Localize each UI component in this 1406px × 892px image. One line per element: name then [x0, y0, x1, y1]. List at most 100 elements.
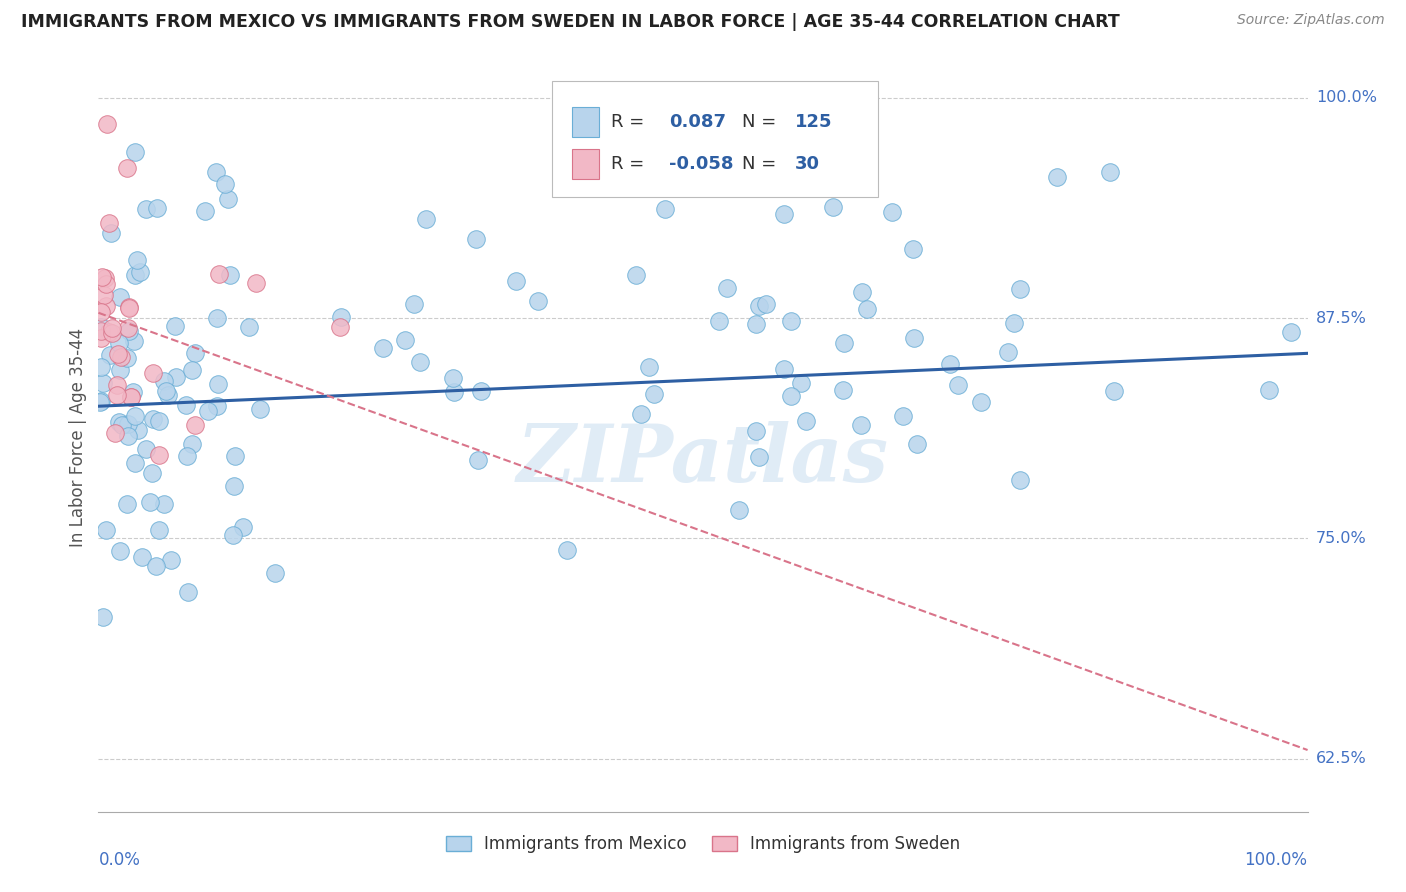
- Point: [94, 299, 117, 313]
- Point: [780, 389, 803, 403]
- Point: [163, 319, 186, 334]
- Point: [221, 528, 243, 542]
- Point: [901, 242, 924, 256]
- Point: [96, 523, 118, 537]
- Bar: [572, 107, 599, 137]
- Point: [156, 387, 179, 401]
- Point: [160, 553, 183, 567]
- Point: [90, 393, 112, 408]
- Point: [118, 324, 141, 338]
- Point: [124, 456, 146, 470]
- Point: [555, 543, 578, 558]
- Text: 75.0%: 75.0%: [1316, 531, 1367, 546]
- Point: [415, 212, 437, 227]
- Point: [176, 450, 198, 464]
- Point: [630, 407, 652, 421]
- Point: [108, 336, 131, 351]
- Point: [245, 276, 267, 290]
- Point: [117, 351, 139, 365]
- Point: [141, 466, 163, 480]
- Point: [654, 202, 676, 216]
- Point: [91, 610, 114, 624]
- Point: [107, 388, 129, 402]
- Point: [1102, 384, 1125, 398]
- Point: [115, 498, 138, 512]
- Point: [139, 495, 162, 509]
- Point: [946, 378, 969, 392]
- Point: [394, 333, 416, 347]
- Point: [120, 390, 142, 404]
- Point: [238, 320, 260, 334]
- Point: [142, 366, 165, 380]
- Text: 100.0%: 100.0%: [1316, 90, 1376, 105]
- Point: [464, 231, 486, 245]
- Point: [135, 442, 157, 457]
- Point: [727, 503, 749, 517]
- Point: [707, 314, 730, 328]
- Point: [1010, 473, 1032, 487]
- Text: R =: R =: [612, 154, 650, 172]
- Point: [100, 227, 122, 241]
- Point: [371, 342, 394, 356]
- Point: [404, 297, 426, 311]
- Point: [745, 317, 768, 331]
- Text: R =: R =: [612, 113, 650, 131]
- Point: [903, 331, 925, 345]
- FancyBboxPatch shape: [551, 81, 879, 197]
- Point: [1002, 316, 1025, 330]
- Point: [205, 311, 228, 326]
- Point: [108, 544, 131, 558]
- Point: [98, 216, 121, 230]
- Point: [441, 370, 464, 384]
- Point: [110, 351, 132, 365]
- Point: [131, 549, 153, 564]
- Point: [118, 301, 141, 315]
- Point: [527, 293, 550, 308]
- Point: [208, 267, 231, 281]
- Text: 87.5%: 87.5%: [1316, 310, 1367, 326]
- Point: [122, 334, 145, 348]
- Point: [180, 363, 202, 377]
- Point: [153, 497, 176, 511]
- Text: N =: N =: [742, 154, 776, 172]
- Point: [148, 413, 170, 427]
- Point: [107, 347, 129, 361]
- Point: [217, 192, 239, 206]
- Text: 100.0%: 100.0%: [1244, 851, 1308, 869]
- Point: [1257, 383, 1279, 397]
- Point: [755, 297, 778, 311]
- Text: N =: N =: [742, 113, 776, 131]
- Point: [153, 374, 176, 388]
- Y-axis label: In Labor Force | Age 35-44: In Labor Force | Age 35-44: [69, 327, 87, 547]
- Point: [997, 344, 1019, 359]
- Point: [90, 325, 112, 339]
- Point: [90, 304, 112, 318]
- Point: [408, 355, 430, 369]
- Point: [100, 321, 122, 335]
- Point: [796, 414, 818, 428]
- Point: [224, 449, 246, 463]
- Point: [142, 412, 165, 426]
- Point: [1279, 325, 1302, 339]
- Point: [505, 274, 527, 288]
- Point: [748, 450, 770, 464]
- Point: [205, 165, 228, 179]
- Point: [174, 398, 197, 412]
- Point: [832, 336, 855, 351]
- Point: [643, 387, 665, 401]
- Point: [207, 377, 229, 392]
- Point: [831, 383, 853, 397]
- Point: [773, 207, 796, 221]
- Point: [93, 287, 115, 301]
- Point: [181, 437, 204, 451]
- Point: [105, 378, 128, 392]
- Text: Source: ZipAtlas.com: Source: ZipAtlas.com: [1237, 13, 1385, 28]
- Point: [101, 326, 124, 341]
- Point: [193, 204, 215, 219]
- Point: [184, 418, 207, 433]
- Point: [155, 384, 177, 399]
- Point: [821, 200, 844, 214]
- Point: [127, 423, 149, 437]
- Point: [205, 399, 228, 413]
- Point: [330, 310, 353, 325]
